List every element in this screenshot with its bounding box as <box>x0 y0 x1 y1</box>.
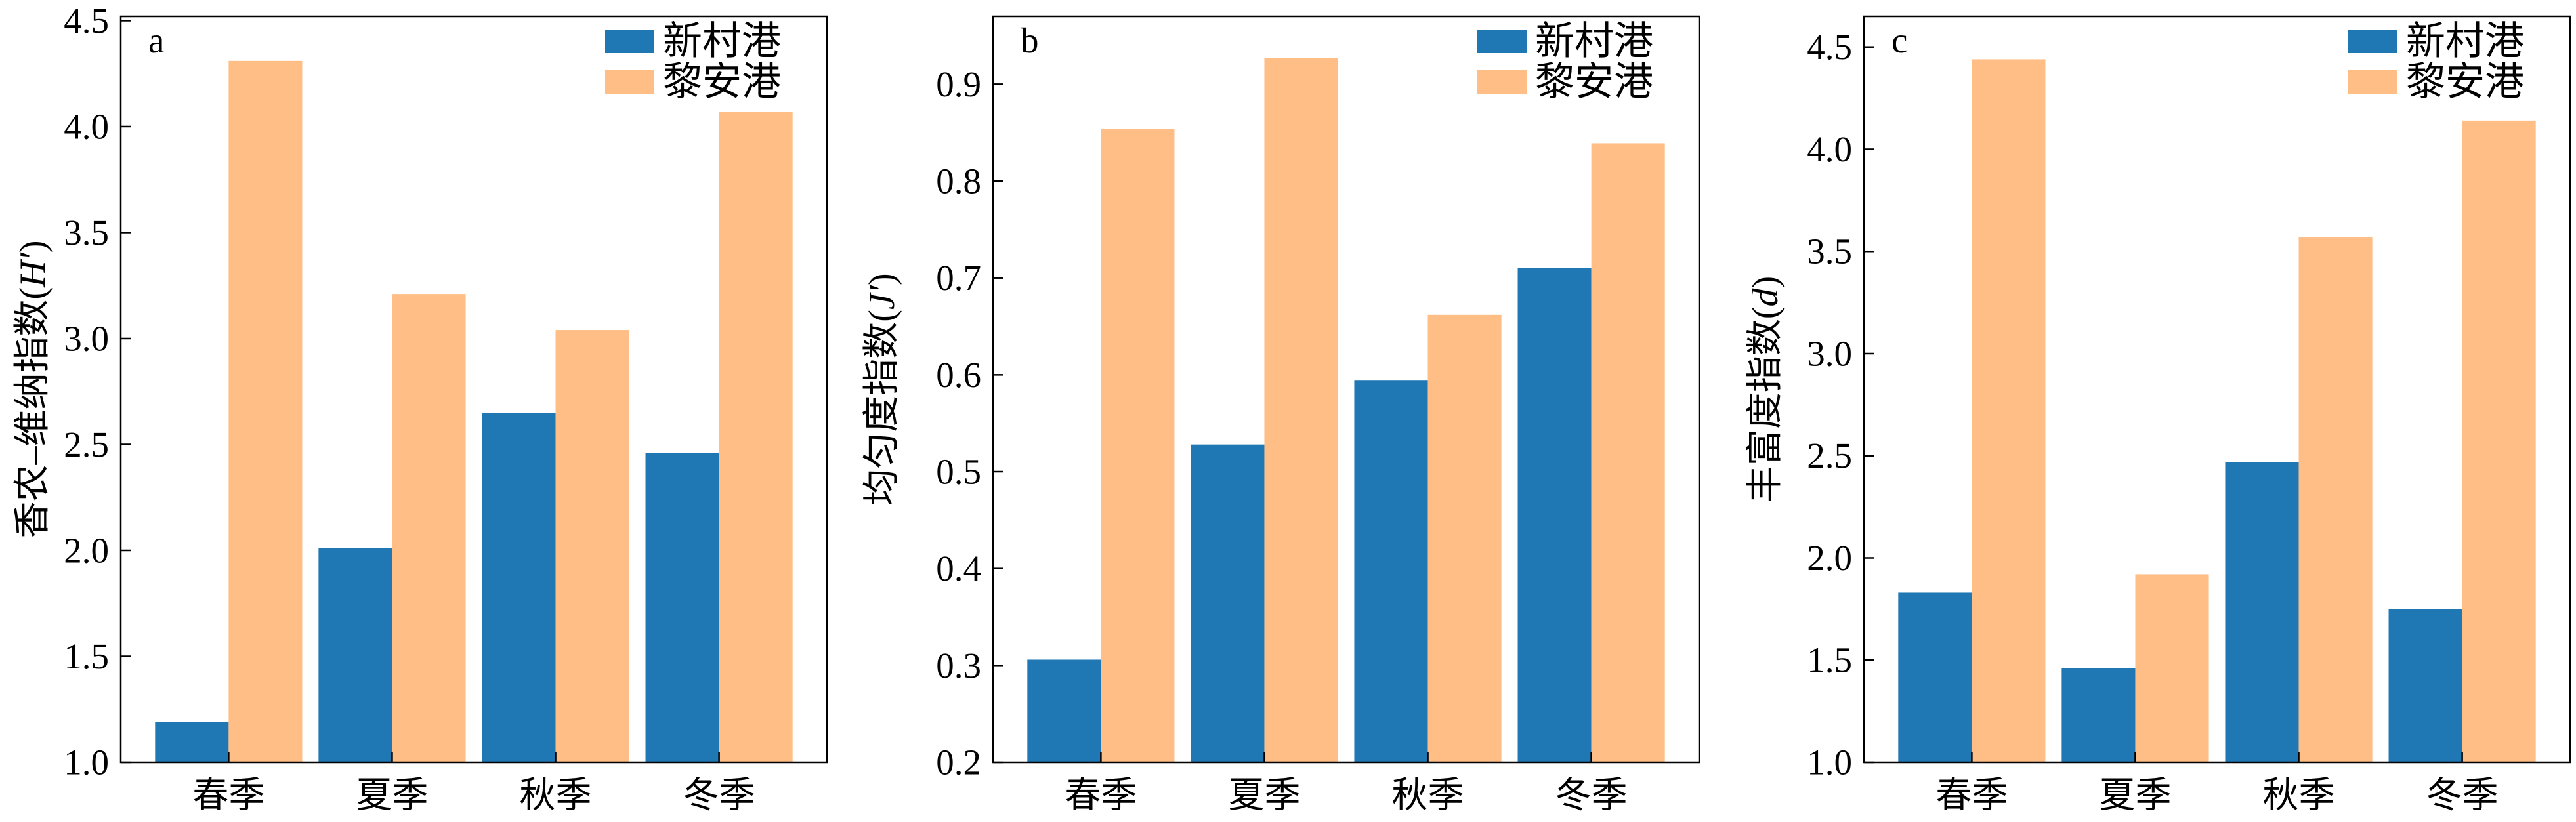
panel-b-plot-frame <box>992 15 1700 764</box>
panel-a-ytick-label: 1.0 <box>64 743 109 783</box>
panel-a-legend-swatch-2 <box>605 70 654 94</box>
panel-a-y-axis-label-symbol: H′ <box>12 252 53 287</box>
panel-b-ytick-label: 0.3 <box>936 646 981 686</box>
panel-b-y-axis-label-symbol: J′ <box>862 285 902 310</box>
panel-c-bar-series-2-category-3 <box>2298 237 2373 763</box>
panel-a: 1.0 1.5 2.0 2.5 3.0 3.5 4.0 4.5 春季 夏季 秋季 冬季 香农–维纳指数(… <box>12 1 828 815</box>
panel-b-ytick-label: 0.7 <box>936 258 981 298</box>
panel-b-bar-series-1-category-2 <box>1191 444 1265 762</box>
panel-c-ytick-label: 3.5 <box>1807 232 1852 272</box>
panel-b-xtick-label: 春季 <box>1065 775 1137 815</box>
panel-c-panel-label: c <box>1891 20 1907 60</box>
panel-c-y-axis-label: 丰富度指数(d) <box>1745 276 1786 503</box>
panel-a-xtick-label: 春季 <box>192 775 264 815</box>
panel-c-legend-swatch-2 <box>2348 70 2397 94</box>
panel-a-xtick-label: 冬季 <box>683 775 755 815</box>
panel-c-legend-label-2: 黎安港 <box>2406 60 2524 104</box>
panel-c-y-axis-label-text: 丰富度指数( <box>1745 307 1786 503</box>
panel-a-bar-series-1-category-2 <box>318 548 392 762</box>
panel-b-bar-series-1-category-1 <box>1027 659 1101 762</box>
panel-b-ytick-label: 0.9 <box>936 64 981 104</box>
panel-b-panel-label: b <box>1021 20 1039 60</box>
panel-c-ytick-label: 2.5 <box>1807 436 1852 476</box>
panel-a-bar-series-2-category-3 <box>555 330 629 762</box>
panel-b-ytick-label: 0.8 <box>936 161 981 201</box>
panel-a-y-axis-label: 香农–维纳指数(H′) <box>12 240 53 538</box>
panel-a-bar-series-2-category-4 <box>719 112 793 763</box>
panel-c-bar-series-1-category-2 <box>2061 668 2136 762</box>
panel-c-plot-frame <box>1863 15 2571 764</box>
panel-a-bar-series-1-category-4 <box>645 453 719 762</box>
panel-a-ytick-label: 3.0 <box>64 318 109 358</box>
panel-a-legend-label-2: 黎安港 <box>663 60 781 104</box>
panel-c-ytick-label: 2.0 <box>1807 538 1852 578</box>
panel-b: 0.2 0.3 0.4 0.5 0.6 0.7 0.8 0.9 春季 夏季 秋季 冬季 均匀度指数(J′… <box>862 15 1700 815</box>
panel-a-ytick-label: 3.5 <box>64 213 109 253</box>
panel-b-legend-label-2: 黎安港 <box>1535 60 1653 104</box>
panel-b-legend-label-1: 新村港 <box>1535 20 1653 63</box>
panel-c-xtick-label: 秋季 <box>2263 775 2335 815</box>
panel-c-xtick-label: 春季 <box>1935 775 2008 815</box>
panel-a-ytick-label: 1.5 <box>64 636 109 676</box>
panel-a-ytick-label: 4.0 <box>64 106 109 146</box>
panel-c-xtick-label: 冬季 <box>2426 775 2499 815</box>
panel-a-y-axis-label-text: 香农–维纳指数( <box>12 287 53 539</box>
panel-b-y-axis-label-suffix: ) <box>862 273 902 285</box>
panel-c-ytick-label: 1.0 <box>1807 743 1852 783</box>
panel-c-y-axis-label-symbol: d <box>1745 288 1786 307</box>
panel-b-bar-series-2-category-4 <box>1591 143 1665 762</box>
panel-a-ytick-label: 4.5 <box>64 1 109 41</box>
panel-b-xtick-label: 冬季 <box>1555 775 1628 815</box>
panel-c-bar-series-1-category-1 <box>1898 592 1972 762</box>
panel-b-xtick-label: 秋季 <box>1392 775 1464 815</box>
panel-a-bar-series-1-category-1 <box>155 722 229 762</box>
panel-b-bar-series-2-category-3 <box>1427 314 1502 762</box>
panel-c-ytick-label: 4.5 <box>1807 27 1852 67</box>
panel-a-bar-series-2-category-1 <box>228 60 303 762</box>
panel-b-bar-series-1-category-3 <box>1354 380 1428 762</box>
panel-c-ytick-label: 4.0 <box>1807 129 1852 169</box>
panel-c-legend-swatch-1 <box>2348 30 2397 53</box>
panel-c-ytick-label: 1.5 <box>1807 640 1852 680</box>
panel-b-bar-series-2-category-1 <box>1101 129 1175 762</box>
panel-c-bar-series-2-category-1 <box>1972 59 2046 763</box>
panel-a-xtick-label: 秋季 <box>520 775 592 815</box>
panel-c-xtick-label: 夏季 <box>2099 775 2171 815</box>
panel-b-ytick-label: 0.6 <box>936 355 981 395</box>
panel-c-y-axis-label-suffix: ) <box>1745 276 1786 289</box>
panel-a-bar-series-2-category-2 <box>392 294 466 762</box>
panel-b-legend-swatch-1 <box>1477 30 1527 53</box>
panel-c-bar-series-1-category-4 <box>2388 609 2462 762</box>
panel-c-bar-series-1-category-3 <box>2225 462 2299 762</box>
panel-b-xtick-label: 夏季 <box>1228 775 1300 815</box>
panel-c-ytick-label: 3.0 <box>1807 333 1852 373</box>
panel-a-bar-series-1-category-3 <box>482 413 556 762</box>
panel-a-legend-swatch-1 <box>605 30 654 53</box>
panel-b-ytick-label: 0.4 <box>936 548 981 588</box>
panel-c-bar-series-2-category-4 <box>2462 120 2536 762</box>
panel-a-xtick-label: 夏季 <box>356 775 428 815</box>
panel-b-bar-series-1-category-4 <box>1517 268 1592 762</box>
panel-c-legend-label-1: 新村港 <box>2406 20 2524 63</box>
panel-c-bar-series-2-category-2 <box>2135 574 2209 762</box>
panel-b-y-axis-label: 均匀度指数(J′) <box>862 273 902 505</box>
panel-c: 1.0 1.5 2.0 2.5 3.0 3.5 4.0 4.5 春季 夏季 秋季 冬季 丰富度指数(d)… <box>1745 15 2571 815</box>
panel-b-legend-swatch-2 <box>1477 70 1527 94</box>
panel-a-plot-frame <box>119 15 828 764</box>
panel-a-ytick-label: 2.0 <box>64 530 109 570</box>
panel-b-ytick-label: 0.5 <box>936 452 981 492</box>
panel-b-ytick-label: 0.2 <box>936 743 981 783</box>
panel-a-legend-label-1: 新村港 <box>663 20 781 63</box>
panel-a-y-axis-label-suffix: ) <box>12 240 53 253</box>
panel-b-bar-series-2-category-2 <box>1264 58 1338 763</box>
panel-a-panel-label: a <box>148 20 164 60</box>
panel-a-ytick-label: 2.5 <box>64 424 109 464</box>
panel-b-y-axis-label-text: 均匀度指数( <box>862 310 902 506</box>
